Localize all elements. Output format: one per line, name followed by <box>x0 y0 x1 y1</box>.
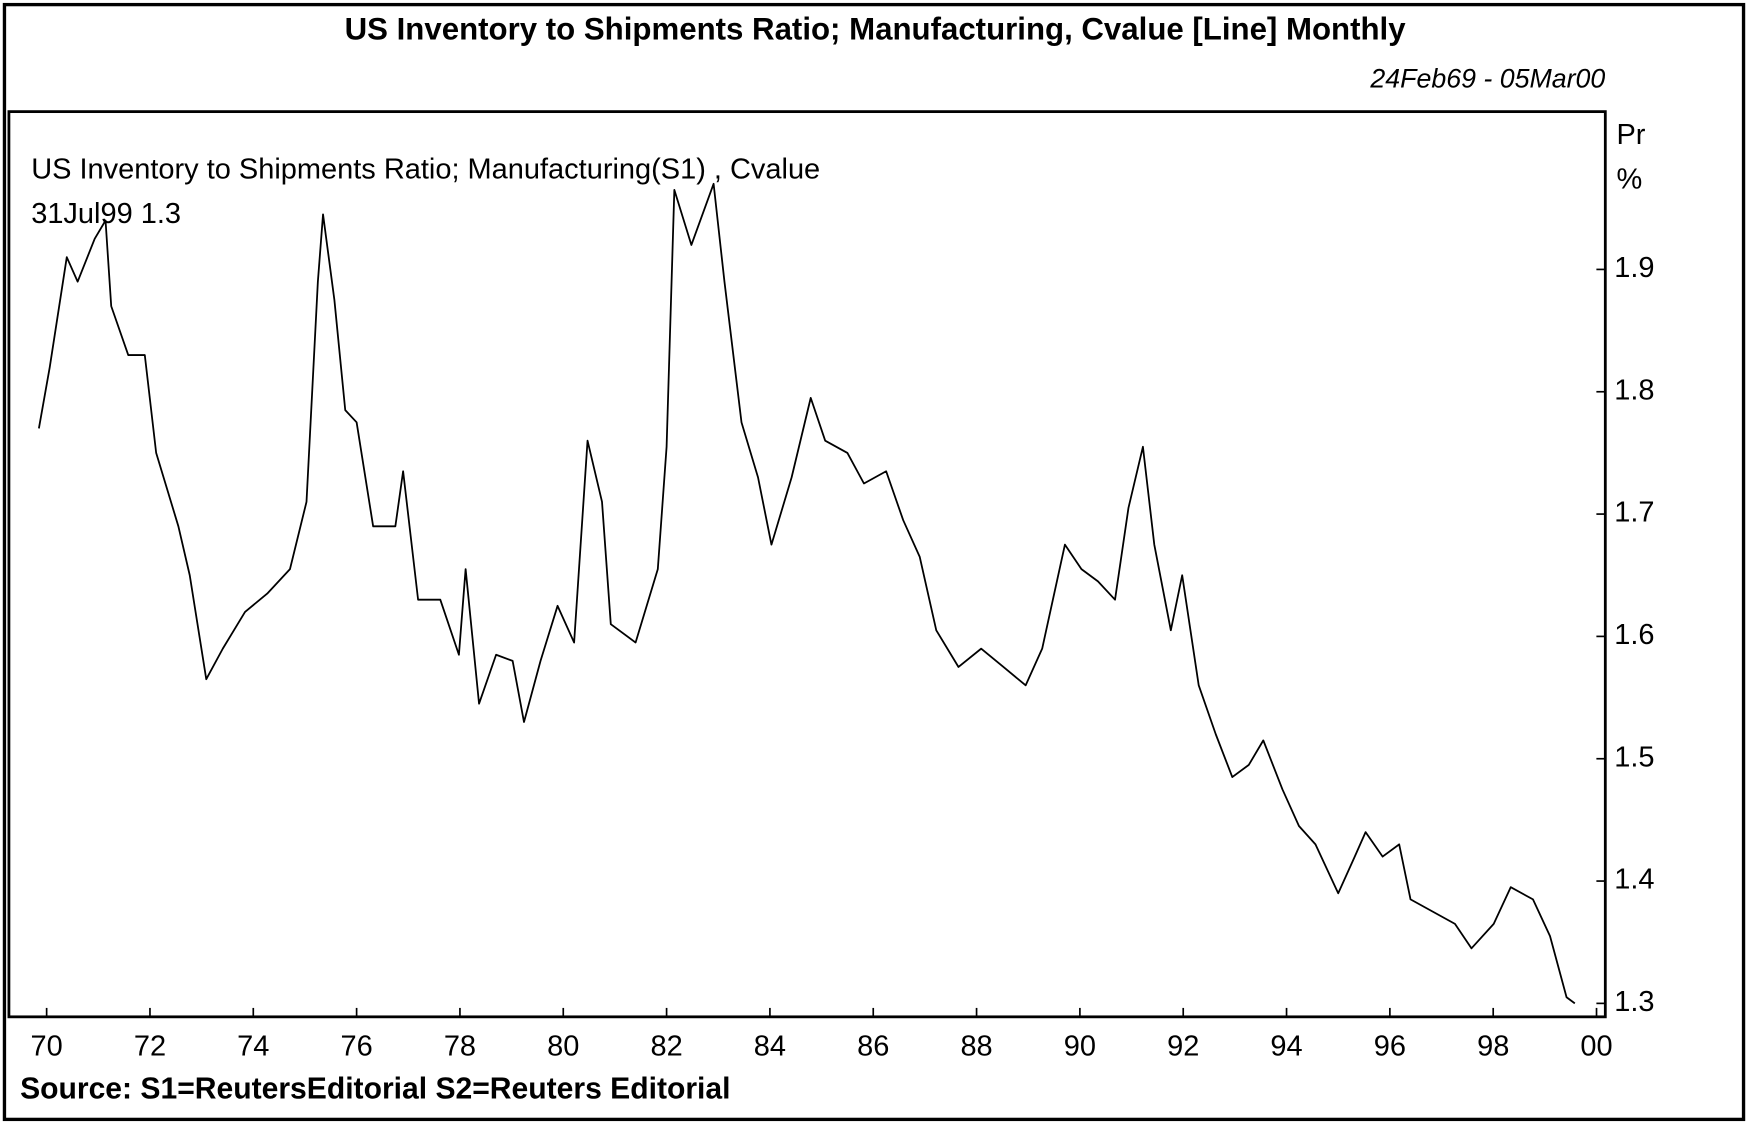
x-tick-label: 92 <box>1167 1031 1199 1063</box>
y-tick-label: 1.9 <box>1614 252 1654 284</box>
x-tick-label: 76 <box>340 1031 372 1063</box>
plot-area <box>7 110 1607 1019</box>
y-axis-label: % <box>1616 163 1642 195</box>
x-tick-label: 78 <box>444 1031 476 1063</box>
x-tick-label: 86 <box>857 1031 889 1063</box>
source: Source: S1=ReutersEditorial S2=Reuters E… <box>20 1072 730 1105</box>
x-tick-label: 80 <box>547 1031 579 1063</box>
y-tick-label: 1.6 <box>1614 619 1654 651</box>
y-tick-label: 1.7 <box>1614 497 1654 529</box>
x-tick-label: 90 <box>1064 1031 1096 1063</box>
x-tick-label: 94 <box>1270 1031 1302 1063</box>
x-tick-label: 96 <box>1374 1031 1406 1063</box>
y-tick-label: 1.8 <box>1614 374 1654 406</box>
date-range: 24Feb69 - 05Mar00 <box>1369 63 1605 93</box>
data-line <box>38 182 1576 1005</box>
x-tick-label: 98 <box>1477 1031 1509 1063</box>
legend-entry: US Inventory to Shipments Ratio; Manufac… <box>31 153 820 185</box>
x-tick-label: 72 <box>134 1031 166 1063</box>
y-tick-label: 1.3 <box>1614 986 1654 1018</box>
x-tick-label: 88 <box>960 1031 992 1063</box>
x-tick-label: 84 <box>754 1031 786 1063</box>
y-tick-label: 1.4 <box>1614 864 1654 896</box>
x-tick-label: 70 <box>31 1031 63 1063</box>
x-tick-label: 82 <box>650 1031 682 1063</box>
chart-title: US Inventory to Shipments Ratio; Manufac… <box>345 12 1407 47</box>
x-tick-label: 00 <box>1580 1031 1612 1063</box>
y-tick-label: 1.5 <box>1614 741 1654 773</box>
x-tick-label: 74 <box>237 1031 269 1063</box>
y-axis-label: Pr <box>1616 119 1645 151</box>
